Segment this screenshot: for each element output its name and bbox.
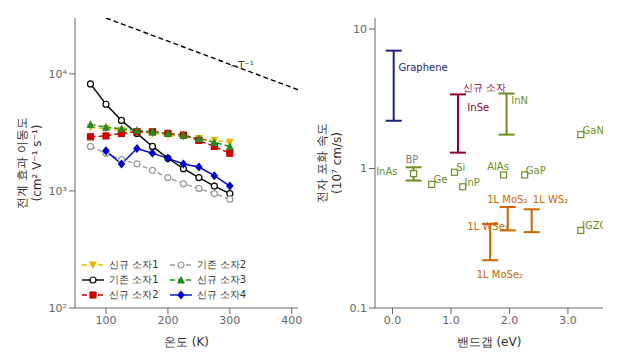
- svg-text:400: 400: [281, 314, 302, 327]
- svg-text:10²: 10²: [49, 302, 67, 315]
- svg-text:InAs: InAs: [376, 166, 397, 177]
- html-text:전자 포화 속도 (10⁷ cm/s): 전자 포화 속도 (10⁷ cm/s): [315, 123, 344, 203]
- svg-text:Graphene: Graphene: [398, 62, 447, 73]
- svg-text:1L MoS₂: 1L MoS₂: [487, 194, 527, 205]
- html-text:신규 소자2: 신규 소자2: [109, 288, 159, 300]
- html-text:신규 소자3: 신규 소자3: [196, 273, 247, 285]
- svg-text:GaP: GaP: [526, 165, 546, 176]
- svg-text:InP: InP: [464, 177, 479, 188]
- svg-text:BP: BP: [405, 154, 418, 165]
- svg-text:0.0: 0.0: [384, 314, 402, 327]
- svg-text:InN: InN: [511, 95, 528, 106]
- svg-text:100: 100: [95, 314, 116, 327]
- svg-text:10⁴: 10⁴: [49, 68, 68, 81]
- svg-text:InSe: InSe: [467, 102, 489, 113]
- html-text:기존 소자1: 기존 소자1: [109, 273, 159, 285]
- svg-text:10³: 10³: [49, 185, 67, 198]
- svg-text:AlAs: AlAs: [487, 161, 509, 172]
- svg-text:10: 10: [353, 23, 367, 36]
- svg-text:밴드갭 (eV): 밴드갭 (eV): [457, 335, 522, 349]
- html-text:전계 효과 이동도 (cm² V⁻¹ s⁻¹): 전계 효과 이동도 (cm² V⁻¹ s⁻¹): [15, 117, 44, 209]
- svg-text:1L WS₂: 1L WS₂: [533, 194, 568, 205]
- html-text:신규 소자1: 신규 소자1: [109, 258, 159, 270]
- svg-text:200: 200: [157, 314, 178, 327]
- html-text:신규 소자4: 신규 소자4: [196, 288, 247, 300]
- svg-text:∼T⁻¹: ∼T⁻¹: [230, 60, 254, 71]
- svg-text:300: 300: [219, 314, 240, 327]
- html-text:기존 소자2: 기존 소자2: [196, 258, 247, 270]
- svg-text:Si: Si: [456, 162, 465, 173]
- svg-text:0.1: 0.1: [350, 302, 368, 315]
- svg-text:Ge: Ge: [433, 174, 447, 185]
- svg-text:1: 1: [360, 162, 367, 175]
- svg-text:온도 (K): 온도 (K): [164, 335, 209, 349]
- svg-text:IGZO: IGZO: [582, 220, 603, 231]
- svg-text:2.0: 2.0: [501, 314, 519, 327]
- svg-text:1.0: 1.0: [442, 314, 460, 327]
- svg-text:3.0: 3.0: [559, 314, 577, 327]
- svg-text:신규 소자: 신규 소자: [463, 82, 506, 93]
- svg-text:1L MoSe₂: 1L MoSe₂: [477, 269, 523, 280]
- svg-text:1L WSe₂: 1L WSe₂: [467, 221, 509, 232]
- svg-text:GaN: GaN: [583, 125, 603, 136]
